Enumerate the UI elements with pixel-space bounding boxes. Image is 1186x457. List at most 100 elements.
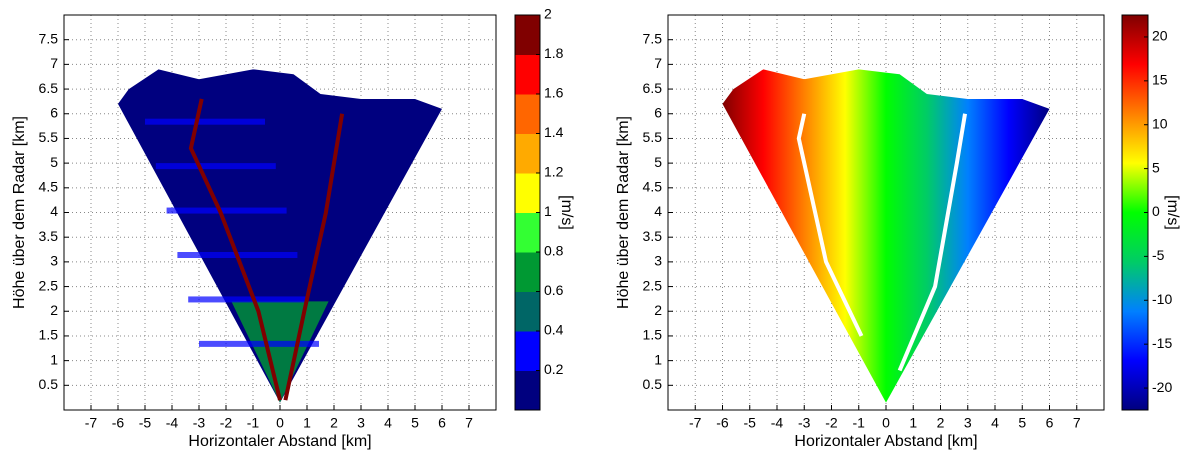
y-tick-label: 6 [50, 104, 58, 120]
colorbar-segment [515, 94, 540, 134]
colorbar-tick-label: 15 [1152, 72, 1168, 88]
y-tick-label: 6 [654, 104, 662, 120]
y-tick-label: 5 [50, 154, 58, 170]
y-tick-label: 7.5 [643, 30, 663, 46]
colorbar-segment [515, 212, 540, 253]
y-tick-label: 7 [654, 55, 662, 71]
y-tick-label: 3.5 [643, 228, 663, 244]
x-axis-label: Horizontaler Abstand [km] [188, 433, 371, 450]
y-tick-label: 0.5 [39, 376, 59, 392]
colorbar-tick-label: 5 [1152, 159, 1160, 175]
x-tick-label: 4 [991, 415, 999, 431]
x-tick-label: -5 [139, 415, 152, 431]
radar-ridge [283, 113, 345, 401]
y-tick-label: 2 [654, 302, 662, 318]
radar-field [118, 69, 442, 403]
y-tick-label: 4.5 [39, 179, 59, 195]
colorbar-segment [515, 15, 540, 55]
y-tick-label: 4 [654, 203, 662, 219]
x-tick-label: -6 [716, 415, 729, 431]
x-tick-label: 2 [330, 415, 338, 431]
x-tick-label: 7 [1073, 415, 1081, 431]
x-tick-label: 6 [1046, 415, 1054, 431]
colorbar-tick-label: -20 [1152, 379, 1172, 395]
y-tick-label: 7.5 [39, 30, 59, 46]
aliasing-gap [796, 113, 864, 337]
radar-streak [199, 340, 319, 347]
colorbar-segment [515, 291, 540, 332]
colorbar-tick-label: 1.6 [544, 85, 564, 101]
colorbar-tick-label: 0.4 [544, 322, 564, 338]
y-tick-label: 3.5 [39, 228, 59, 244]
colorbar-tick-label: 10 [1152, 115, 1168, 131]
x-tick-label: -4 [771, 415, 784, 431]
radar-streak [188, 296, 309, 303]
radar-wedge [118, 69, 442, 403]
colorbar-tick-label: -5 [1152, 247, 1165, 263]
y-tick-label: 5.5 [643, 129, 663, 145]
aliasing-gap [897, 113, 967, 372]
x-tick-label: 0 [276, 415, 284, 431]
colorbar-label: [m/s] [1164, 195, 1181, 230]
colorbar-tick-label: -15 [1152, 335, 1172, 351]
x-tick-label: -1 [247, 415, 260, 431]
y-tick-label: 1.5 [643, 327, 663, 343]
y-tick-label: 3 [654, 253, 662, 269]
x-tick-label: 5 [411, 415, 419, 431]
radar-band [231, 301, 329, 403]
x-tick-label: 4 [384, 415, 392, 431]
colorbar-tick-label: 0.8 [544, 243, 564, 259]
y-tick-label: 5.5 [39, 129, 59, 145]
x-tick-label: -3 [193, 415, 206, 431]
radar-streak [145, 118, 265, 125]
colorbar-segment [515, 133, 540, 174]
y-tick-label: 0.5 [643, 376, 663, 392]
colorbar-tick-label: 20 [1152, 28, 1168, 44]
plot-frame [667, 14, 1105, 411]
x-tick-label: 3 [357, 415, 365, 431]
radar-wedge [722, 69, 1050, 403]
y-tick-label: 2 [50, 302, 58, 318]
x-tick-label: 6 [438, 415, 446, 431]
colorbar-segment [515, 54, 540, 95]
x-tick-label: 1 [303, 415, 311, 431]
x-tick-label: -7 [85, 415, 98, 431]
colorbar-segment [515, 252, 540, 292]
x-tick-label: -2 [220, 415, 233, 431]
radar-streak [155, 163, 276, 170]
radar-field [722, 69, 1050, 403]
x-tick-label: -7 [689, 415, 702, 431]
x-tick-label: 0 [882, 415, 890, 431]
y-tick-label: 3 [50, 253, 58, 269]
y-tick-label: 1 [50, 351, 58, 367]
y-tick-label: 2.5 [643, 277, 663, 293]
colorbar [1122, 15, 1148, 410]
colorbar-tick-label: 1.2 [544, 164, 564, 180]
x-tick-label: 3 [964, 415, 972, 431]
x-tick-label: -4 [166, 415, 179, 431]
x-axis-label: Horizontaler Abstand [km] [794, 433, 977, 450]
y-tick-label: 2.5 [39, 277, 59, 293]
x-tick-label: 5 [1018, 415, 1026, 431]
x-tick-label: -5 [744, 415, 757, 431]
colorbar-tick-label: 0.2 [544, 361, 564, 377]
colorbar-segment [515, 370, 540, 411]
x-tick-label: 2 [937, 415, 945, 431]
colorbar-tick-label: 0 [1152, 203, 1160, 219]
colorbar-tick-label: 1 [544, 203, 552, 219]
x-tick-label: -6 [112, 415, 125, 431]
x-tick-label: 7 [465, 415, 473, 431]
radar-streak [166, 207, 287, 214]
y-tick-label: 1 [654, 351, 662, 367]
x-tick-label: -2 [825, 415, 838, 431]
colorbar-label: [m/s] [558, 195, 575, 230]
y-axis-label: Höhe über dem Radar [km] [11, 116, 28, 309]
y-tick-label: 5 [654, 154, 662, 170]
x-tick-label: -1 [853, 415, 866, 431]
colorbar-tick-label: 0.6 [544, 282, 564, 298]
radar-ridge [188, 98, 282, 401]
colorbar-segment [515, 331, 540, 371]
y-axis-label: Höhe über dem Radar [km] [615, 116, 632, 309]
colorbar-tick-label: 2 [544, 6, 552, 22]
